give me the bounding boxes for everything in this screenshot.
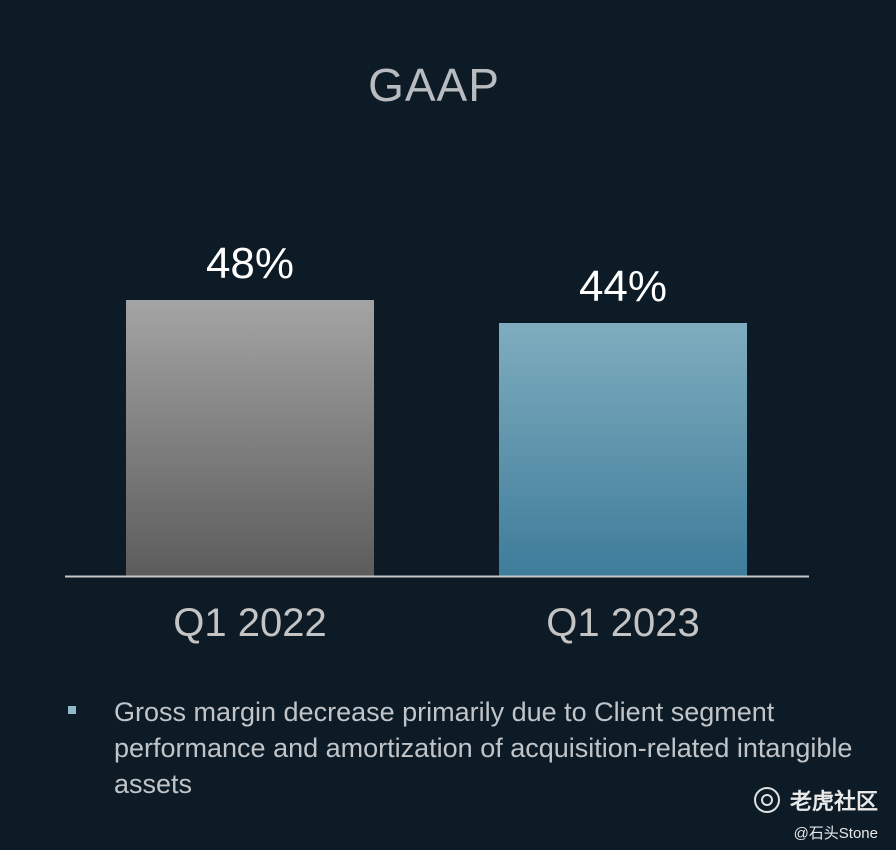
category-label: Q1 2022 (173, 601, 326, 645)
bar-chart: 48% Q1 2022 44% Q1 2023 (65, 239, 809, 645)
footnote-text: Gross margin decrease primarily due to C… (114, 697, 853, 799)
value-label: 48% (206, 239, 294, 288)
bullet-icon (68, 706, 76, 714)
category-label: Q1 2023 (546, 601, 699, 645)
bar-q1-2022 (126, 300, 374, 576)
chart-title: GAAP (368, 59, 500, 111)
bar-q1-2023 (499, 323, 747, 576)
value-label: 44% (579, 262, 667, 311)
watermark-user: @石头Stone (793, 825, 878, 842)
footnote: Gross margin decrease primarily due to C… (68, 694, 858, 802)
tiger-logo-icon (753, 787, 780, 813)
watermark: 老虎社区 @石头Stone (753, 784, 878, 843)
watermark-name: 老虎社区 (789, 789, 878, 814)
